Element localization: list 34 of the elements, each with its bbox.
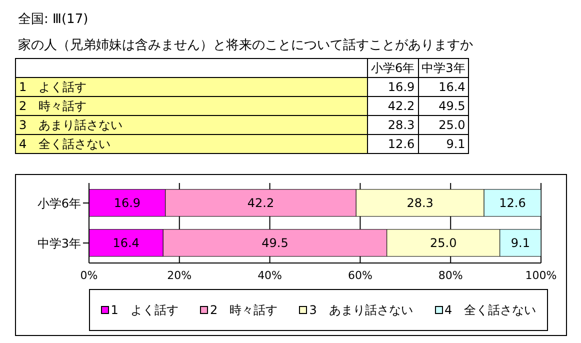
x-tick-label: 20% xyxy=(167,268,192,282)
text: 3 あまり話さない xyxy=(19,118,123,132)
text: 16.4 xyxy=(438,80,466,94)
data-label: 28.3 xyxy=(406,196,434,210)
x-tick-label: 0% xyxy=(80,268,98,282)
category-label: 小学6年 xyxy=(371,60,415,74)
legend-label: 2 時々話す xyxy=(209,302,278,318)
legend-label: 3 あまり話さない xyxy=(308,302,413,318)
text: 1 よく話す xyxy=(19,80,87,94)
category-label: 中学3年 xyxy=(422,60,466,74)
text: 16.9 xyxy=(388,80,415,94)
data-label: 16.9 xyxy=(114,196,141,210)
x-tick-label: 100% xyxy=(525,268,557,282)
text: 49.5 xyxy=(438,99,466,113)
text: 12.6 xyxy=(388,137,415,151)
data-label: 12.6 xyxy=(499,196,526,210)
x-tick-label: 80% xyxy=(438,268,463,282)
text: 42.2 xyxy=(388,99,415,113)
text: 28.3 xyxy=(388,118,415,132)
data-label: 42.2 xyxy=(247,196,274,210)
text: 4 全く話さない xyxy=(19,136,111,150)
data-label: 49.5 xyxy=(262,236,288,250)
chart-subtitle: 家の人（兄弟姉妹は含みません）と将来のことについて話すことがありますか xyxy=(18,37,473,54)
text: 2 時々話す xyxy=(19,98,87,112)
legend-label: 1 よく話す xyxy=(110,302,178,318)
data-label: 16.4 xyxy=(112,236,140,250)
legend-label: 4 全く話さない xyxy=(444,302,536,318)
text: 9.1 xyxy=(446,137,466,151)
data-label: 9.1 xyxy=(510,236,530,250)
x-tick-label: 40% xyxy=(258,268,282,282)
chart-title: 全国: Ⅲ(17) xyxy=(18,11,88,28)
data-label: 25.0 xyxy=(430,236,457,250)
text: 25.0 xyxy=(438,118,466,132)
x-tick-label: 60% xyxy=(348,268,372,282)
